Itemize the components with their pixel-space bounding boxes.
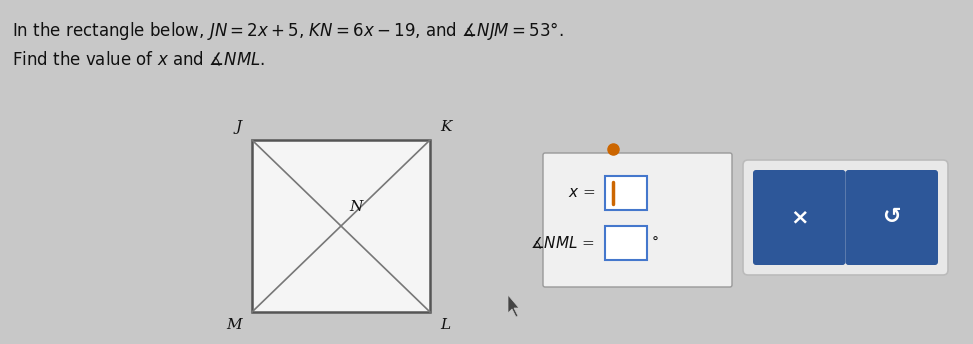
Text: L: L (440, 318, 450, 332)
Text: K: K (440, 120, 451, 134)
FancyBboxPatch shape (543, 153, 732, 287)
Text: M: M (227, 318, 242, 332)
Bar (605, 226, 647, 260)
Text: $\measuredangle NML$ =: $\measuredangle NML$ = (530, 235, 595, 251)
Text: °: ° (652, 236, 659, 250)
FancyBboxPatch shape (846, 170, 938, 265)
Text: N: N (349, 200, 362, 214)
FancyBboxPatch shape (753, 170, 846, 265)
FancyBboxPatch shape (743, 160, 948, 275)
Text: ↺: ↺ (883, 207, 901, 227)
Text: In the rectangle below, $JN=2x+5$, $KN=6x-19$, and $\measuredangle NJM=53°$.: In the rectangle below, $JN=2x+5$, $KN=6… (12, 20, 563, 42)
Bar (252, 140, 430, 312)
Bar (605, 176, 647, 210)
Text: Find the value of $x$ and $\measuredangle NML$.: Find the value of $x$ and $\measuredangl… (12, 50, 266, 69)
Text: ×: × (790, 207, 809, 227)
Text: J: J (235, 120, 242, 134)
Polygon shape (508, 295, 519, 317)
Text: $x$ =: $x$ = (567, 186, 595, 200)
